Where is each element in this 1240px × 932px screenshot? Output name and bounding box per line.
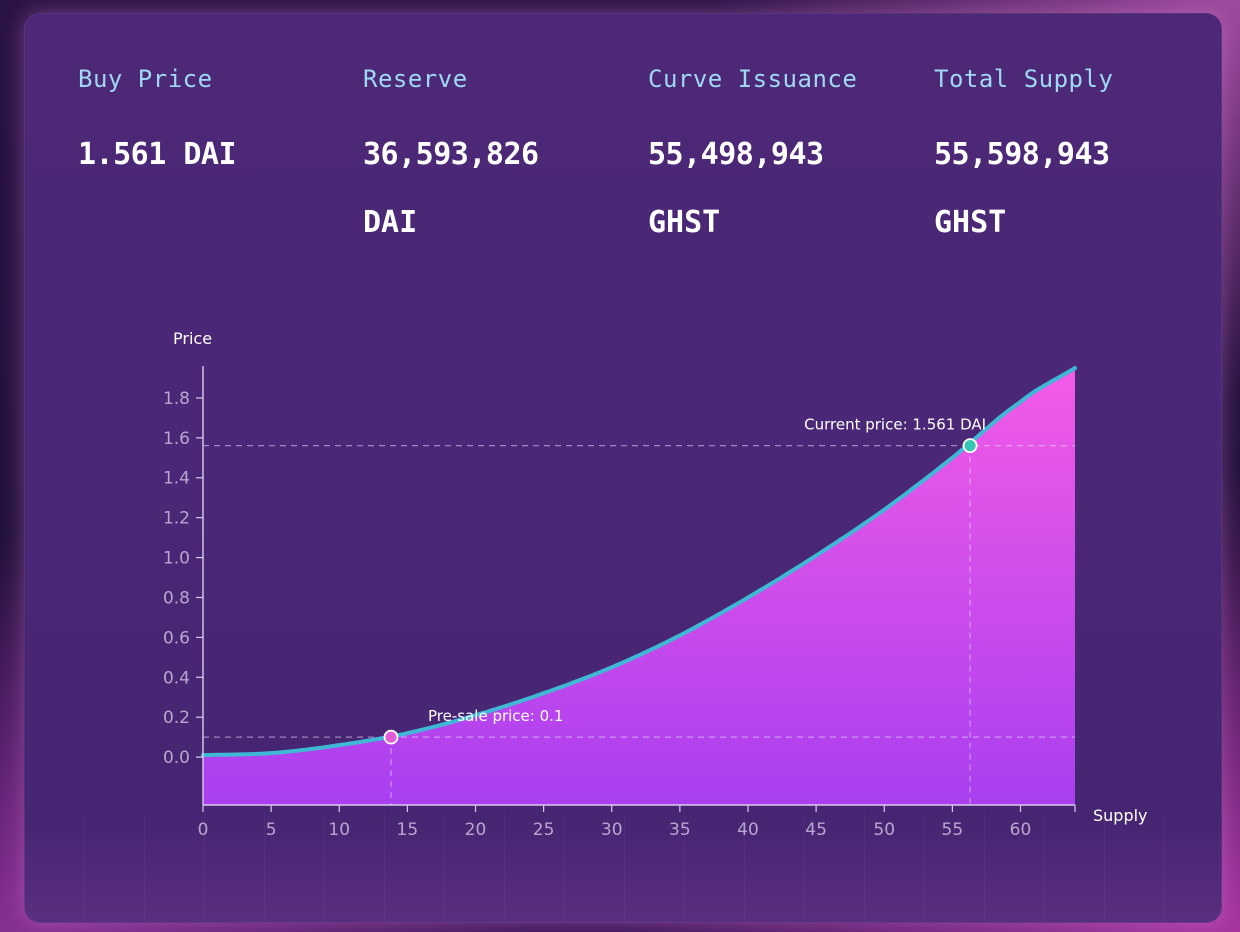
x-tick-label: 55 <box>942 820 964 840</box>
x-tick-label: 0 <box>198 820 209 840</box>
x-tick-label: 30 <box>601 820 623 840</box>
buy-price-label: Buy Price <box>78 65 213 93</box>
x-tick-label: 40 <box>737 820 759 840</box>
x-tick-label: 25 <box>533 820 555 840</box>
x-axis-title: Supply <box>1093 806 1148 825</box>
y-axis-title: Price <box>173 329 212 348</box>
x-tick-label: 5 <box>266 820 277 840</box>
presale-price-label: Pre-sale price: 0.1 <box>428 707 563 725</box>
curve-line <box>201 366 1077 758</box>
stat-reserve: Reserve 36,593,826 DAI <box>363 65 623 257</box>
curve-issuance-value: 55,498,943 <box>648 137 824 172</box>
y-tick-label: 1.6 <box>163 429 190 449</box>
stat-total-supply: Total Supply 55,598,943 GHST <box>934 65 1194 257</box>
x-tick-label: 50 <box>873 820 895 840</box>
total-supply-value: 55,598,943 <box>934 137 1110 172</box>
current-price-marker <box>962 438 978 454</box>
y-tick-label: 0.6 <box>163 628 190 648</box>
y-tick-label: 0.4 <box>163 668 190 688</box>
x-tick-label: 10 <box>328 820 350 840</box>
total-supply-label: Total Supply <box>934 65 1114 93</box>
x-tick-label: 60 <box>1010 820 1032 840</box>
curve-area-fill <box>203 368 1075 805</box>
reserve-value: 36,593,826 <box>363 137 539 172</box>
x-tick-label: 35 <box>669 820 691 840</box>
buy-price-value: 1.561 DAI <box>78 137 237 172</box>
presale-price-marker <box>383 729 399 745</box>
stats-row: Buy Price 1.561 DAI Reserve 36,593,826 D… <box>24 13 1222 273</box>
x-tick-label: 15 <box>397 820 419 840</box>
y-tick-label: 1.8 <box>163 389 190 409</box>
y-tick-label: 1.4 <box>163 469 190 489</box>
y-tick-label: 0.0 <box>163 748 190 768</box>
y-tick-label: 0.2 <box>163 708 190 728</box>
x-tick-label: 20 <box>465 820 487 840</box>
reserve-unit: DAI <box>363 205 418 240</box>
curve-issuance-label: Curve Issuance <box>648 65 858 93</box>
current-price-label: Current price: 1.561 DAI <box>804 416 986 434</box>
y-tick-label: 1.2 <box>163 509 190 529</box>
curve-issuance-unit: GHST <box>648 205 721 240</box>
price-supply-chart: 0.0 0.2 0.4 0.6 0.8 1.0 1.2 1.4 1.6 1.8 0 5 10 15 20 25… <box>163 329 1148 840</box>
reserve-label: Reserve <box>363 65 468 93</box>
bonding-curve-card: Buy Price 1.561 DAI Reserve 36,593,826 D… <box>24 13 1222 923</box>
total-supply-unit: GHST <box>934 205 1007 240</box>
stat-curve-issuance: Curve Issuance 55,498,943 GHST <box>648 65 908 257</box>
y-tick-label: 1.0 <box>163 549 190 569</box>
y-tick-label: 0.8 <box>163 588 190 608</box>
x-tick-label: 45 <box>805 820 827 840</box>
stat-buy-price: Buy Price 1.561 DAI <box>78 65 338 189</box>
